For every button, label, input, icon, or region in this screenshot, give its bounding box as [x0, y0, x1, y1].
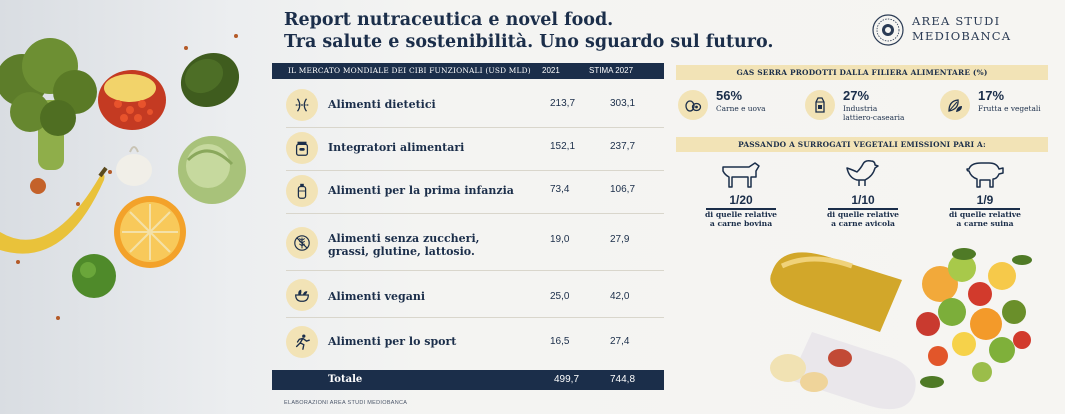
cabbage-image [178, 136, 246, 204]
runner-icon [286, 326, 318, 358]
substitute-rule [950, 208, 1020, 210]
substitute-ratio: 1/20 [729, 193, 753, 207]
row-value-2021: 73,4 [550, 184, 570, 195]
gas-label-line-1: Frutta e vegetali [978, 104, 1041, 113]
row-divider [286, 213, 664, 214]
logo-line-2: MEDIOBANCA [912, 29, 1012, 43]
row-divider [286, 127, 664, 128]
pomegranate-image [98, 70, 166, 130]
lime-image [72, 254, 116, 298]
table-header-2027: STIMA 2027 [589, 66, 634, 75]
source-note: ELABORAZIONI AREA STUDI MEDIOBANCA [284, 400, 408, 406]
substitute-ratio: 1/9 [976, 193, 994, 207]
page-title: Report nutraceutica e novel food. [284, 10, 614, 30]
capsule-fruit-illustration [770, 248, 1032, 410]
substitute-item: 1/10 di quelle relative a carne avicola [808, 157, 918, 229]
mediobanca-logo-icon [872, 14, 904, 46]
substitute-label-line-1: di quelle relative [826, 210, 900, 219]
row-label: Integratori alimentari [328, 141, 465, 154]
leaves-icon [940, 90, 970, 120]
substitute-label-line-1: di quelle relative [704, 210, 778, 219]
gas-pct: 56% [716, 88, 743, 103]
orange-image [114, 196, 186, 268]
gas-section-title: GAS SERRA PRODOTTI DALLA FILIERA ALIMENT… [676, 65, 1048, 80]
row-label: Alimenti vegani [328, 290, 426, 303]
supplement-jar-icon [286, 132, 318, 164]
gas-label: Frutta e vegetali [978, 104, 1041, 113]
row-value-2021: 213,7 [550, 98, 576, 109]
table-row: Alimenti vegani 25,0 42,0 [272, 272, 664, 318]
table-header: IL MERCATO MONDIALE DEI CIBI FUNZIONALI … [272, 63, 664, 79]
row-divider [286, 317, 664, 318]
row-value-2027: 42,0 [610, 291, 630, 302]
row-value-2027: 27,9 [610, 234, 630, 245]
substitute-item: 1/20 di quelle relative a carne bovina [686, 157, 796, 229]
table-row: Alimenti per la prima infanzia 73,4 106,… [272, 172, 664, 214]
gas-label-line-1: Industria [843, 104, 878, 113]
row-value-2021: 25,0 [550, 291, 570, 302]
table-header-2021: 2021 [542, 66, 560, 75]
row-label: Alimenti per lo sport [328, 335, 457, 348]
salad-bowl-icon [286, 279, 318, 311]
substitute-rule [706, 208, 776, 210]
waist-measure-icon [286, 89, 318, 121]
row-value-2021: 16,5 [550, 336, 570, 347]
substitutes-section-title: PASSANDO A SURROGATI VEGETALI EMISSIONI … [676, 137, 1048, 152]
table-total-row: Totale 499,7 744,8 [272, 370, 664, 390]
gas-label: Industria lattiero-casearia [843, 104, 904, 122]
row-value-2027: 237,7 [610, 141, 636, 152]
substitute-label-line-2: a carne suina [956, 219, 1014, 228]
milk-carton-icon [805, 90, 835, 120]
gas-label-line-1: Carne e uova [716, 104, 766, 113]
table-row: Alimenti senza zuccheri, grassi, glutine… [272, 215, 664, 271]
row-value-2021: 19,0 [550, 234, 570, 245]
gas-item: 17% Frutta e vegetali [940, 88, 1060, 124]
total-value-2021: 499,7 [554, 374, 580, 385]
substitute-label-line-2: a carne avicola [831, 219, 895, 228]
garlic-image [116, 146, 152, 186]
total-label: Totale [328, 374, 363, 385]
row-value-2027: 303,1 [610, 98, 636, 109]
banana-image [0, 166, 108, 254]
row-value-2027: 106,7 [610, 184, 636, 195]
row-label: Alimenti per la prima infanzia [328, 184, 514, 197]
row-value-2027: 27,4 [610, 336, 630, 347]
pig-icon [966, 162, 1004, 188]
avocado-image [180, 52, 240, 108]
row-divider [286, 170, 664, 171]
gas-pct: 27% [843, 88, 870, 103]
capsule-image [770, 252, 916, 410]
logo-line-1: AREA STUDI [912, 14, 1001, 28]
logo-text: AREA STUDI MEDIOBANCA [912, 14, 1011, 44]
fruit-burst-image [916, 248, 1032, 388]
page-subtitle: Tra salute e sostenibilità. Uno sguardo … [284, 32, 774, 52]
baby-bottle-icon [286, 175, 318, 207]
table-header-label: IL MERCATO MONDIALE DEI CIBI FUNZIONALI … [288, 66, 531, 75]
chicken-icon [846, 160, 879, 186]
gas-label-line-2: lattiero-casearia [843, 113, 905, 122]
substitute-item: 1/9 di quelle relative a carne suina [930, 157, 1040, 229]
cow-icon [722, 162, 760, 188]
substitute-label-line-2: a carne bovina [709, 219, 773, 228]
table-row: Integratori alimentari 152,1 237,7 [272, 129, 664, 171]
row-label: Alimenti dietetici [328, 98, 436, 111]
substitute-ratio: 1/10 [851, 193, 875, 207]
substitute-rule [828, 208, 898, 210]
total-value-2027: 744,8 [610, 374, 636, 385]
substitute-label-line-1: di quelle relative [948, 210, 1022, 219]
eggs-meat-icon [678, 90, 708, 120]
row-divider [286, 270, 664, 271]
food-illustration [0, 34, 246, 320]
table-row: Alimenti dietetici 213,7 303,1 [272, 86, 664, 128]
row-label: Alimenti senza zuccheri, grassi, glutine… [328, 232, 480, 258]
gas-item: 27% Industria lattiero-casearia [805, 88, 935, 124]
gas-pct: 17% [978, 88, 1005, 103]
gas-item: 56% Carne e uova [678, 88, 798, 124]
broccoli-image [0, 38, 97, 170]
gas-label: Carne e uova [716, 104, 766, 113]
wheat-crossed-icon [286, 227, 318, 259]
row-value-2021: 152,1 [550, 141, 576, 152]
table-row: Alimenti per lo sport 16,5 27,4 [272, 319, 664, 365]
